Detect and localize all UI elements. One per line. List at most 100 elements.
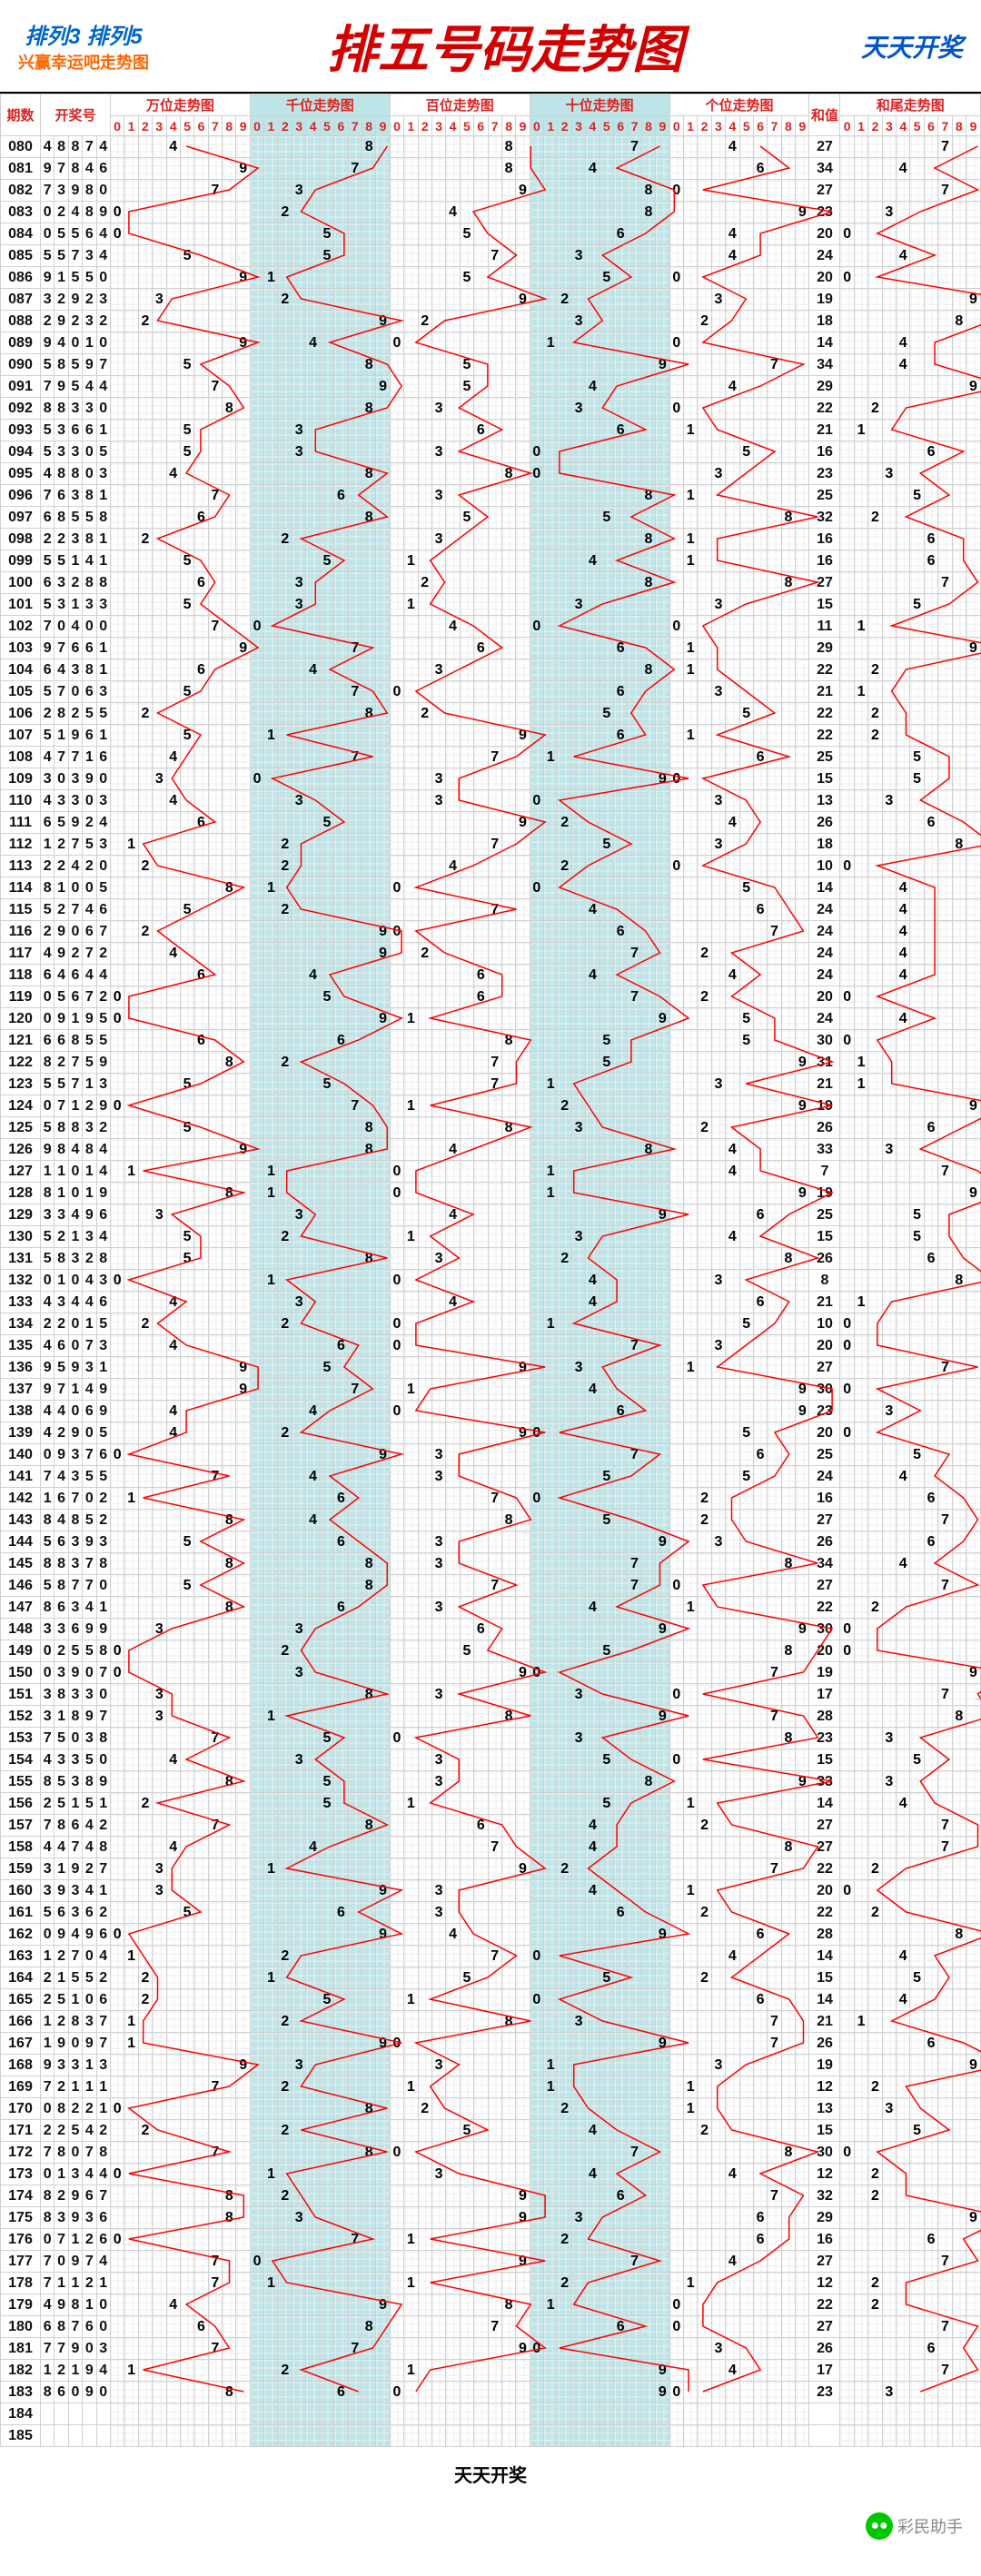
period-cell: 127 <box>1 1161 41 1183</box>
trend-cell <box>781 1292 795 1313</box>
trend-cell <box>460 834 473 856</box>
trend-cell <box>376 1095 390 1117</box>
trend-cell <box>250 267 263 289</box>
trend-cell <box>166 1226 180 1248</box>
trend-cell <box>600 1422 613 1444</box>
trend-cell <box>544 1030 558 1052</box>
trend-cell <box>739 965 753 986</box>
tail-cell <box>882 572 896 594</box>
trend-cell <box>614 376 628 398</box>
trend-cell <box>669 1139 683 1161</box>
tail-cell <box>952 1575 966 1597</box>
trend-cell <box>348 354 362 376</box>
trend-cell <box>628 311 641 332</box>
trend-cell <box>236 485 250 507</box>
tail-cell <box>924 158 937 180</box>
trend-cell <box>138 1270 152 1292</box>
trend-cell <box>501 1161 515 1183</box>
trend-cell <box>753 1248 767 1270</box>
trend-cell <box>446 376 460 398</box>
tail-cell <box>966 267 981 289</box>
trend-cell <box>669 1640 683 1662</box>
trend-cell <box>641 1183 655 1204</box>
trend-cell <box>194 921 208 943</box>
trend-cell <box>571 1466 585 1488</box>
trend-cell <box>753 550 767 572</box>
trend-cell <box>110 441 124 463</box>
trend-cell <box>669 463 683 485</box>
trend-cell <box>488 790 501 812</box>
trend-cell <box>264 1640 278 1662</box>
tail-cell <box>854 899 867 921</box>
tail-cell <box>924 1161 937 1183</box>
trend-cell <box>138 1488 152 1510</box>
tail-cell <box>868 1619 882 1640</box>
draw-cell: 2 <box>83 856 96 877</box>
trend-cell <box>768 1640 781 1662</box>
trend-cell <box>223 1226 236 1248</box>
trend-cell <box>376 529 390 550</box>
trend-cell: 0 <box>669 768 683 790</box>
trend-cell <box>320 1640 333 1662</box>
trend-cell <box>656 136 669 158</box>
trend-cell <box>796 986 809 1008</box>
trend-cell <box>558 180 571 202</box>
trend-cell <box>404 507 418 529</box>
trend-cell <box>250 1444 263 1466</box>
tail-cell <box>882 1270 896 1292</box>
trend-cell <box>614 616 628 638</box>
trend-cell <box>362 1270 375 1292</box>
trend-cell <box>753 507 767 529</box>
trend-cell <box>488 1510 501 1531</box>
trend-cell <box>264 136 278 158</box>
trend-cell <box>404 1161 418 1183</box>
draw-cell: 8 <box>54 1575 68 1597</box>
draw-cell: 2 <box>83 812 96 834</box>
trend-cell: 6 <box>194 812 208 834</box>
trend-cell <box>138 1619 152 1640</box>
tail-cell <box>854 1270 867 1292</box>
trend-cell <box>124 1422 138 1444</box>
trend-cell <box>446 768 460 790</box>
trend-cell <box>726 1270 739 1292</box>
trend-cell <box>474 1161 488 1183</box>
tail-cell <box>952 1335 966 1357</box>
trend-cell <box>138 747 152 768</box>
table-row: 0869155091550200 <box>1 267 981 289</box>
trend-cell <box>250 594 263 616</box>
trend-cell <box>600 1488 613 1510</box>
trend-cell <box>600 768 613 790</box>
trend-cell: 3 <box>431 1248 445 1270</box>
trend-cell <box>516 550 530 572</box>
tail-cell <box>840 245 854 267</box>
trend-cell <box>320 1095 333 1117</box>
tail-cell <box>840 834 854 856</box>
trend-cell <box>138 550 152 572</box>
trend-cell <box>390 943 403 965</box>
trend-cell <box>781 1052 795 1074</box>
draw-cell: 9 <box>41 1379 54 1401</box>
table-row: 1369593195931277 <box>1 1357 981 1379</box>
trend-cell <box>166 1139 180 1161</box>
tail-cell <box>854 1422 867 1444</box>
trend-cell <box>390 1074 403 1095</box>
trend-cell <box>474 616 488 638</box>
draw-cell: 6 <box>68 986 82 1008</box>
tail-cell <box>840 1575 854 1597</box>
trend-cell <box>530 1357 543 1379</box>
trend-cell <box>376 1531 390 1553</box>
trend-cell <box>292 921 306 943</box>
sum-cell: 14 <box>809 877 840 899</box>
trend-cell <box>501 332 515 354</box>
tail-cell <box>938 1553 952 1575</box>
trend-cell <box>474 1422 488 1444</box>
trend-cell <box>236 245 250 267</box>
tail-cell <box>910 1619 924 1640</box>
trend-cell <box>320 1684 333 1706</box>
table-row: 1465877058770277 <box>1 1575 981 1597</box>
trend-cell: 1 <box>683 1597 697 1619</box>
trend-cell: 7 <box>348 638 362 659</box>
trend-cell <box>404 1662 418 1684</box>
trend-cell <box>166 1466 180 1488</box>
tail-cell: 7 <box>938 1161 952 1183</box>
